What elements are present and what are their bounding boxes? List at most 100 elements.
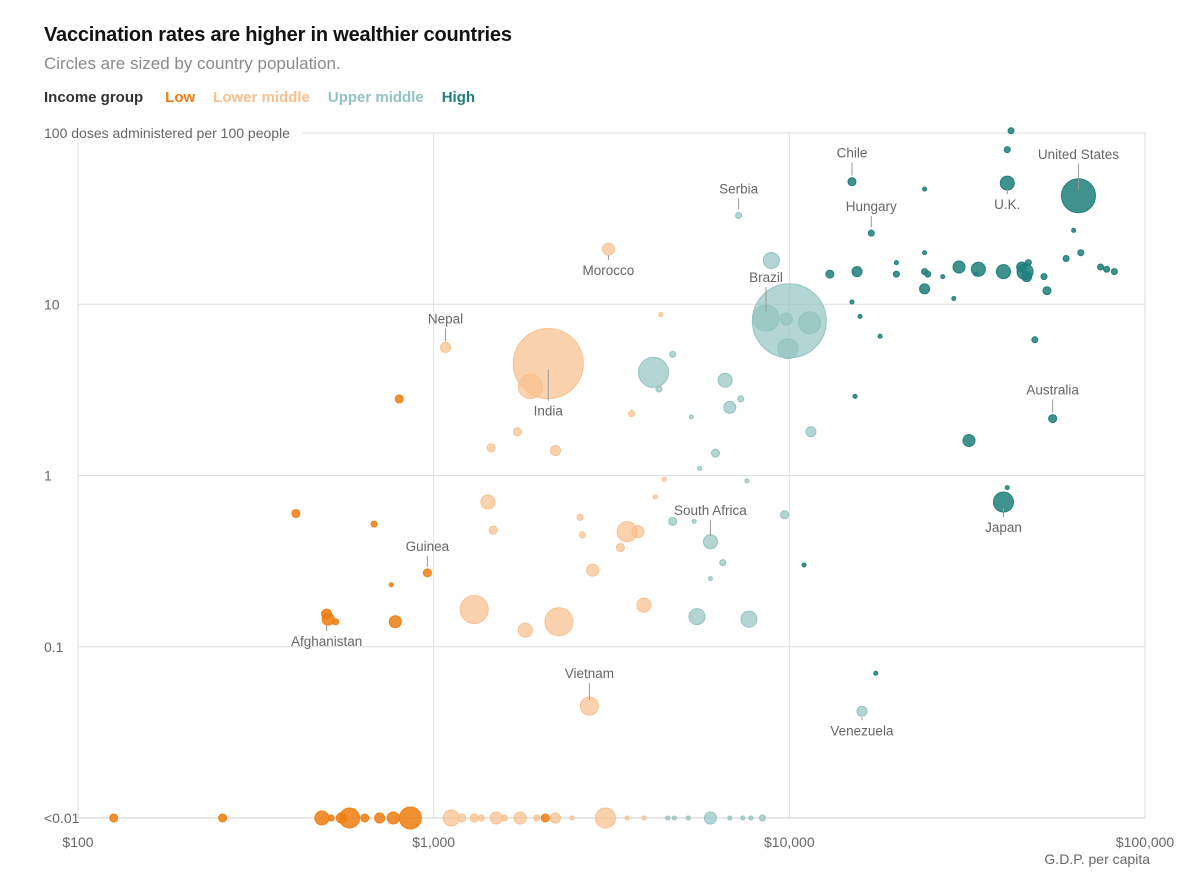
data-point-upper-middle (655, 385, 663, 393)
data-point-lower-middle (440, 341, 452, 353)
data-point-lower-middle (549, 812, 561, 824)
data-point-lower-middle (641, 815, 647, 821)
data-point-high (940, 274, 946, 280)
legend-item-lower-middle: Lower middle (213, 89, 310, 106)
data-point-lower-middle (549, 444, 561, 456)
data-point-high (1024, 259, 1032, 267)
data-point-high (919, 283, 931, 295)
annotation-label: India (534, 404, 564, 419)
data-point-upper-middle (688, 608, 706, 626)
data-point-low (109, 813, 119, 823)
data-point-low (314, 810, 330, 826)
data-point-lower-middle (457, 813, 467, 823)
data-point-high (999, 175, 1015, 191)
data-point-upper-middle (717, 372, 733, 388)
data-point-low (422, 568, 432, 578)
data-point-lower-middle (500, 814, 508, 822)
data-point-upper-middle (740, 610, 758, 628)
data-point-low (370, 520, 378, 528)
data-point-high (995, 264, 1011, 280)
data-point-high (1021, 271, 1033, 283)
annotations: Chile United States Serbia Hungary U.K. Moroc… (291, 146, 1119, 739)
data-point-lower-middle (459, 595, 489, 625)
data-point-upper-middle (710, 448, 720, 458)
data-point-lower-middle (661, 476, 667, 482)
data-point-low (327, 814, 335, 822)
data-point-high (952, 260, 966, 274)
data-point-high (1007, 127, 1015, 135)
data-point-upper-middle (719, 559, 727, 567)
annotation-label: Brazil (749, 270, 783, 285)
annotation-label: Hungary (846, 199, 897, 214)
x-tick-label: $100,000 (1116, 834, 1175, 850)
data-point-lower-middle (594, 807, 616, 829)
data-point-upper-middle (758, 814, 766, 822)
data-point-low (398, 806, 422, 830)
data-point-upper-middle (744, 478, 750, 484)
data-point-high (1048, 414, 1058, 424)
data-point-upper-middle (780, 510, 790, 520)
data-point-lower-middle (658, 312, 664, 318)
data-point-upper-middle (723, 400, 737, 414)
data-point-lower-middle (601, 242, 615, 256)
data-point-upper-middle (671, 815, 677, 821)
data-point-upper-middle (805, 426, 817, 438)
data-point-high (857, 313, 863, 319)
x-tick-label: $1,000 (412, 834, 455, 850)
data-point-low (218, 813, 228, 823)
data-point-lower-middle (544, 607, 574, 637)
data-point-high (852, 393, 858, 399)
data-point-high (962, 434, 976, 448)
data-point-lower-middle (628, 410, 636, 418)
data-point-lower-middle (652, 494, 658, 500)
data-point-upper-middle (779, 312, 793, 326)
legend-item-high: High (441, 89, 476, 106)
data-point-lower-middle (576, 513, 584, 521)
data-point-high (877, 333, 883, 339)
data-point-high (1042, 286, 1052, 296)
data-point-high (801, 562, 807, 568)
data-point-high (922, 186, 928, 192)
data-point-lower-middle (624, 815, 630, 821)
data-point-lower-middle (569, 815, 575, 821)
data-point-upper-middle (856, 705, 868, 717)
data-point-lower-middle (489, 811, 503, 825)
chart-title: Vaccination rates are higher in wealthie… (44, 24, 512, 46)
data-point-upper-middle (637, 356, 669, 388)
data-point-lower-middle (533, 814, 541, 822)
data-point-upper-middle (668, 516, 678, 526)
data-point-upper-middle (702, 534, 718, 550)
data-point-low (321, 608, 333, 620)
annotation-label: Nepal (428, 311, 463, 326)
data-point-high (893, 260, 899, 266)
data-point-high (849, 299, 855, 305)
annotation-label: Morocco (583, 263, 635, 278)
legend-item-upper-middle: Upper middle (327, 89, 424, 106)
data-point-upper-middle (727, 815, 733, 821)
data-point-lower-middle (513, 811, 527, 825)
data-point-lower-middle (469, 813, 479, 823)
data-point-high (1003, 146, 1011, 154)
data-point-low (335, 812, 347, 824)
y-axis-label-bg (44, 124, 302, 142)
data-point-lower-middle (615, 542, 625, 552)
axis-ticks: 10 1 0.1 <0.01 $100 $1,000 $10,000 $100,000 (44, 296, 1174, 850)
data-point-upper-middle (707, 576, 713, 582)
data-point-low (291, 508, 301, 518)
data-point-low (360, 813, 370, 823)
annotation-label: Guinea (406, 539, 450, 554)
data-point-lower-middle (486, 443, 496, 453)
x-tick-label: $10,000 (764, 834, 815, 850)
data-point-lower-middle (517, 622, 533, 638)
data-point-low (388, 582, 394, 588)
data-point-low (394, 394, 404, 404)
data-point-upper-middle (798, 311, 822, 335)
chart-subtitle: Circles are sized by country population. (44, 54, 341, 73)
annotation-label: Japan (985, 520, 1022, 535)
legend-item-low: Low (165, 89, 196, 106)
y-tick-label: 1 (44, 468, 52, 484)
data-point-high (1103, 265, 1111, 273)
data-point-high (847, 177, 857, 187)
data-point-high (1062, 254, 1070, 262)
